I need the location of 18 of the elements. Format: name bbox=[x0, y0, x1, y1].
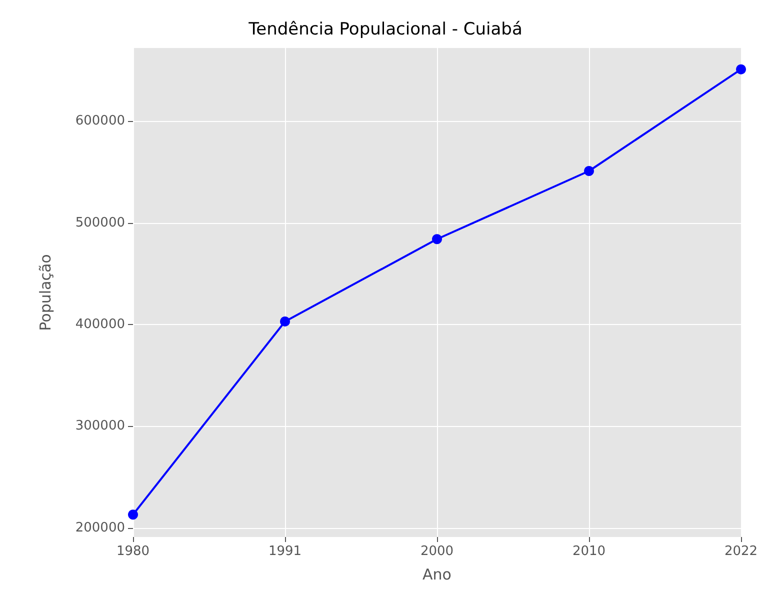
x-tick-label: 1991 bbox=[268, 544, 302, 559]
point bbox=[736, 64, 746, 74]
y-tick-label: 600000 bbox=[75, 114, 125, 129]
y-axis-title: População bbox=[36, 254, 54, 331]
point bbox=[128, 510, 138, 520]
y-tick-label: 300000 bbox=[75, 418, 125, 434]
chart-title: Tendência Populacional - Cuiabá bbox=[248, 20, 522, 40]
point bbox=[280, 316, 290, 326]
y-tick-label: 200000 bbox=[75, 520, 125, 536]
x-tick-label: 2000 bbox=[420, 544, 454, 559]
x-tick-label: 1980 bbox=[116, 544, 150, 559]
y-tick-label: 500000 bbox=[75, 215, 125, 230]
point bbox=[584, 166, 594, 176]
x-tick-label: 2010 bbox=[572, 544, 606, 559]
y-tick-label: 400000 bbox=[75, 317, 125, 332]
point bbox=[432, 234, 442, 244]
x-tick-label: 2022 bbox=[724, 544, 758, 559]
x-axis-title: Ano bbox=[422, 566, 452, 584]
